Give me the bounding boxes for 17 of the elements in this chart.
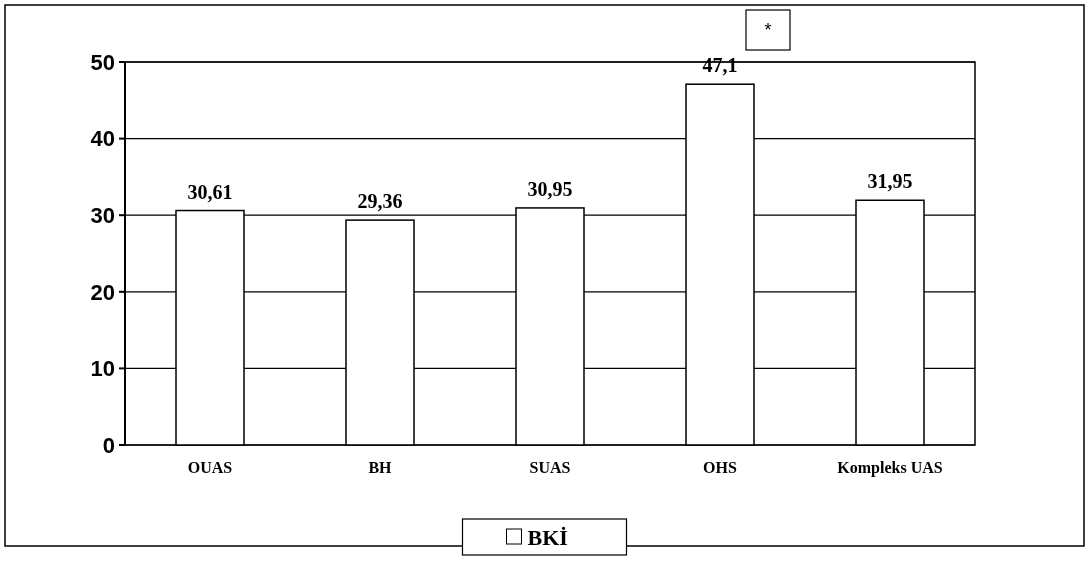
- x-tick-label: SUAS: [529, 459, 571, 476]
- legend-label: BKİ: [527, 524, 568, 550]
- y-tick-label: 50: [90, 49, 115, 75]
- x-tick-label: BH: [368, 459, 393, 476]
- y-tick-label: 30: [90, 202, 115, 228]
- x-tick-label: Kompleks UAS: [837, 459, 943, 477]
- x-tick-label: OUAS: [187, 459, 233, 476]
- x-tick-label: OHS: [703, 459, 737, 476]
- data-label: 31,95: [867, 170, 913, 193]
- y-tick-label: 10: [90, 356, 115, 382]
- data-label: 30,61: [187, 180, 233, 203]
- y-tick-label: 40: [90, 126, 115, 152]
- y-tick-label: 20: [90, 279, 115, 305]
- y-tick-label: 0: [102, 432, 115, 458]
- data-label: 29,36: [357, 190, 403, 213]
- data-label: 30,95: [527, 177, 573, 200]
- text: *: [764, 20, 772, 41]
